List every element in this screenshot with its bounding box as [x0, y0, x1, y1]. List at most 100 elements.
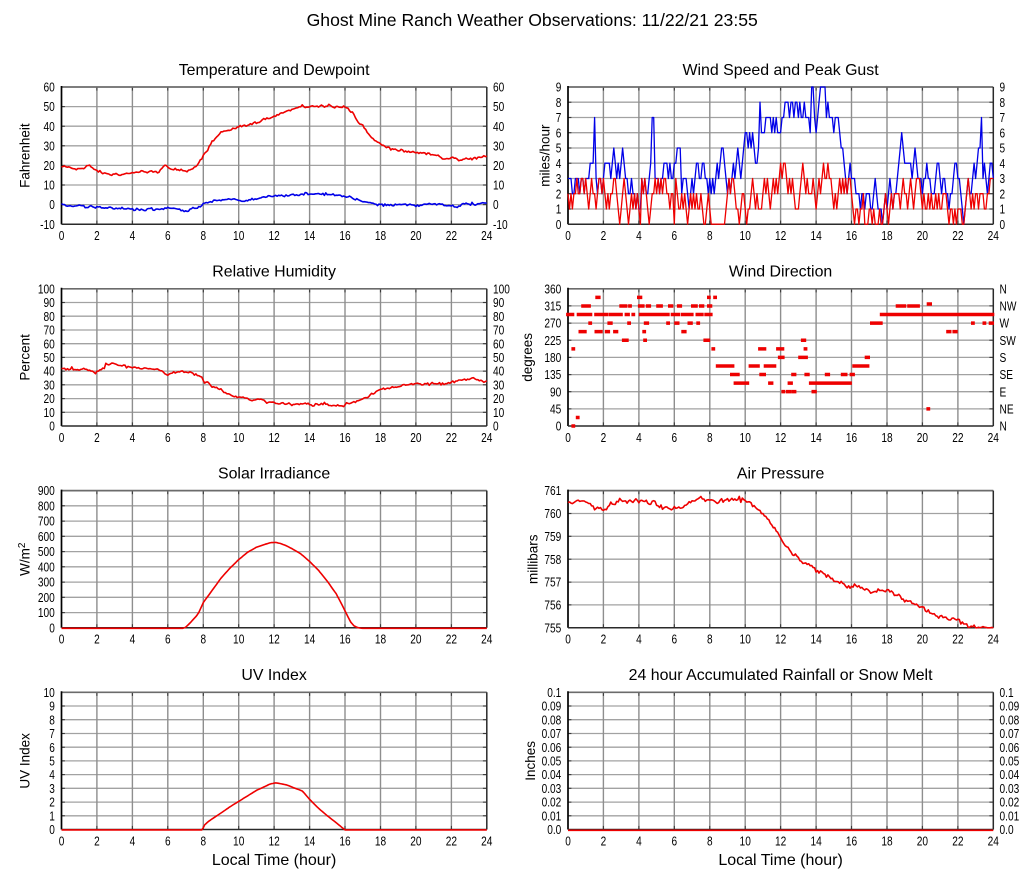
svg-text:0.04: 0.04 — [1000, 767, 1020, 782]
svg-text:0.0: 0.0 — [1000, 822, 1014, 837]
svg-text:100: 100 — [38, 605, 55, 620]
svg-text:2: 2 — [601, 632, 607, 647]
svg-text:40: 40 — [44, 119, 55, 134]
svg-text:0: 0 — [59, 228, 65, 243]
svg-text:14: 14 — [810, 632, 821, 647]
svg-text:Solar Irradiance: Solar Irradiance — [218, 465, 330, 482]
svg-text:0: 0 — [556, 419, 562, 434]
svg-text:2: 2 — [1000, 186, 1006, 201]
svg-text:20: 20 — [493, 391, 504, 406]
svg-text:2: 2 — [601, 228, 607, 243]
svg-text:22: 22 — [446, 228, 457, 243]
svg-text:6: 6 — [49, 740, 55, 755]
svg-text:0: 0 — [49, 822, 55, 837]
svg-text:Fahrenheit: Fahrenheit — [18, 123, 33, 188]
svg-text:Relative Humidity: Relative Humidity — [212, 264, 336, 281]
svg-text:225: 225 — [544, 333, 561, 348]
svg-text:12: 12 — [775, 228, 786, 243]
svg-text:0: 0 — [49, 620, 55, 635]
svg-text:22: 22 — [446, 833, 457, 848]
svg-text:Local Time (hour): Local Time (hour) — [718, 852, 843, 869]
svg-text:0: 0 — [565, 430, 571, 445]
svg-text:40: 40 — [493, 119, 504, 134]
svg-text:2: 2 — [49, 795, 55, 810]
svg-text:22: 22 — [446, 430, 457, 445]
svg-text:9: 9 — [556, 80, 562, 95]
svg-text:12: 12 — [775, 430, 786, 445]
svg-text:90: 90 — [44, 295, 55, 310]
svg-text:NW: NW — [1000, 299, 1017, 314]
svg-text:60: 60 — [44, 80, 55, 95]
svg-text:18: 18 — [375, 430, 386, 445]
svg-text:6: 6 — [165, 228, 171, 243]
svg-text:756: 756 — [544, 598, 561, 613]
svg-text:16: 16 — [846, 430, 857, 445]
svg-text:24: 24 — [481, 430, 492, 445]
svg-text:8: 8 — [707, 833, 713, 848]
svg-text:24: 24 — [481, 632, 492, 647]
svg-text:24: 24 — [988, 833, 999, 848]
svg-text:14: 14 — [810, 833, 821, 848]
svg-text:0: 0 — [49, 419, 55, 434]
svg-text:N: N — [1000, 419, 1007, 434]
svg-text:600: 600 — [38, 529, 55, 544]
svg-text:22: 22 — [952, 430, 963, 445]
svg-text:400: 400 — [38, 559, 55, 574]
svg-text:30: 30 — [44, 138, 55, 153]
svg-text:45: 45 — [550, 402, 561, 417]
svg-text:0.01: 0.01 — [542, 808, 562, 823]
svg-text:0.04: 0.04 — [542, 767, 562, 782]
svg-text:24: 24 — [988, 632, 999, 647]
svg-text:16: 16 — [339, 632, 350, 647]
svg-text:Inches: Inches — [523, 741, 538, 781]
svg-text:755: 755 — [544, 620, 561, 635]
svg-text:60: 60 — [44, 336, 55, 351]
svg-text:18: 18 — [375, 632, 386, 647]
svg-text:-10: -10 — [40, 217, 55, 232]
svg-text:3: 3 — [49, 781, 55, 796]
svg-text:5: 5 — [556, 141, 562, 156]
svg-text:4: 4 — [49, 767, 55, 782]
svg-text:0: 0 — [59, 632, 65, 647]
svg-text:S: S — [1000, 350, 1007, 365]
svg-text:0.07: 0.07 — [542, 726, 562, 741]
svg-text:24: 24 — [481, 833, 492, 848]
svg-text:5: 5 — [1000, 141, 1006, 156]
svg-text:14: 14 — [304, 430, 315, 445]
svg-text:8: 8 — [707, 430, 713, 445]
svg-text:6: 6 — [672, 430, 678, 445]
svg-text:3: 3 — [556, 171, 562, 186]
svg-text:14: 14 — [304, 833, 315, 848]
svg-text:16: 16 — [339, 430, 350, 445]
svg-text:315: 315 — [544, 299, 561, 314]
svg-text:50: 50 — [44, 350, 55, 365]
svg-text:4: 4 — [130, 632, 136, 647]
svg-text:18: 18 — [375, 228, 386, 243]
svg-text:12: 12 — [268, 228, 279, 243]
svg-text:100: 100 — [38, 281, 55, 296]
svg-text:0.1: 0.1 — [547, 685, 561, 700]
svg-text:16: 16 — [846, 228, 857, 243]
svg-text:0: 0 — [49, 197, 55, 212]
svg-text:12: 12 — [268, 430, 279, 445]
svg-text:2: 2 — [94, 632, 100, 647]
svg-text:760: 760 — [544, 506, 561, 521]
svg-text:757: 757 — [544, 575, 561, 590]
svg-text:0.06: 0.06 — [1000, 740, 1020, 755]
svg-text:50: 50 — [493, 350, 504, 365]
svg-text:UV Index: UV Index — [18, 733, 33, 789]
svg-text:10: 10 — [44, 178, 55, 193]
svg-text:Wind Direction: Wind Direction — [729, 264, 832, 281]
svg-text:20: 20 — [410, 632, 421, 647]
svg-text:10: 10 — [233, 228, 244, 243]
svg-text:2: 2 — [94, 228, 100, 243]
svg-text:135: 135 — [544, 367, 561, 382]
svg-text:16: 16 — [339, 228, 350, 243]
svg-text:8: 8 — [201, 833, 207, 848]
svg-text:0: 0 — [565, 833, 571, 848]
svg-text:8: 8 — [707, 632, 713, 647]
svg-text:Air Pressure: Air Pressure — [737, 465, 825, 482]
svg-text:18: 18 — [881, 430, 892, 445]
svg-text:0.02: 0.02 — [542, 795, 562, 810]
svg-text:14: 14 — [810, 430, 821, 445]
